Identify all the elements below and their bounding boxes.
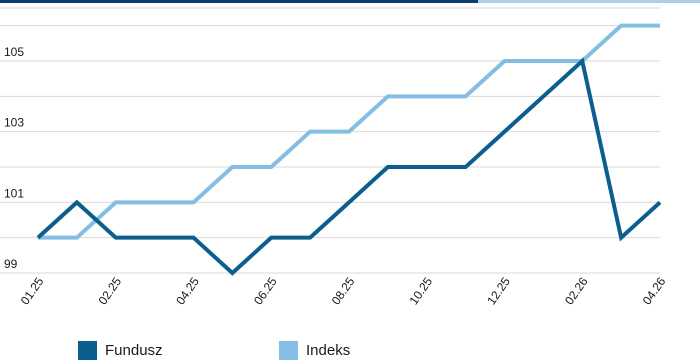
legend-item-fundusz: Fundusz [78, 340, 163, 361]
x-tick-label: 02.25 [96, 274, 125, 307]
y-tick-label: 101 [4, 186, 24, 200]
x-tick-label: 01.25 [18, 274, 47, 307]
series-line-indeks [38, 23, 660, 240]
legend-swatch-fundusz [78, 341, 97, 360]
x-tick-label: 06.25 [251, 274, 280, 307]
top-bar [0, 0, 700, 3]
series-lines [36, 23, 662, 276]
y-axis: 99 101 103 105 [4, 45, 24, 271]
x-tick-label: 04.25 [173, 274, 202, 307]
x-tick-label: 04.26 [640, 274, 669, 307]
gridlines [0, 7, 660, 274]
x-tick-label: 08.25 [329, 274, 358, 307]
y-tick-label: 105 [4, 45, 24, 59]
legend-label-fundusz: Fundusz [105, 342, 163, 359]
x-axis: 01.25 02.25 04.25 06.25 08.25 10.25 12.25 02.26… [18, 274, 669, 307]
legend-item-indeks: Indeks [279, 340, 350, 361]
legend: Fundusz Indeks [0, 340, 700, 361]
top-bar-main [0, 0, 478, 3]
x-tick-label: 10.25 [407, 274, 436, 307]
top-bar-accent [478, 0, 700, 3]
plot-area: 99 101 103 105 01.25 02.25 04.25 06.25 08.25 10.… [0, 7, 669, 307]
legend-label-indeks: Indeks [306, 342, 351, 359]
y-tick-label: 103 [4, 116, 24, 130]
series-line-fundusz [36, 57, 662, 276]
legend-swatch-indeks [279, 341, 298, 360]
x-tick-label: 02.26 [562, 274, 591, 307]
y-tick-label: 99 [4, 257, 18, 271]
x-tick-label: 12.25 [484, 274, 513, 307]
